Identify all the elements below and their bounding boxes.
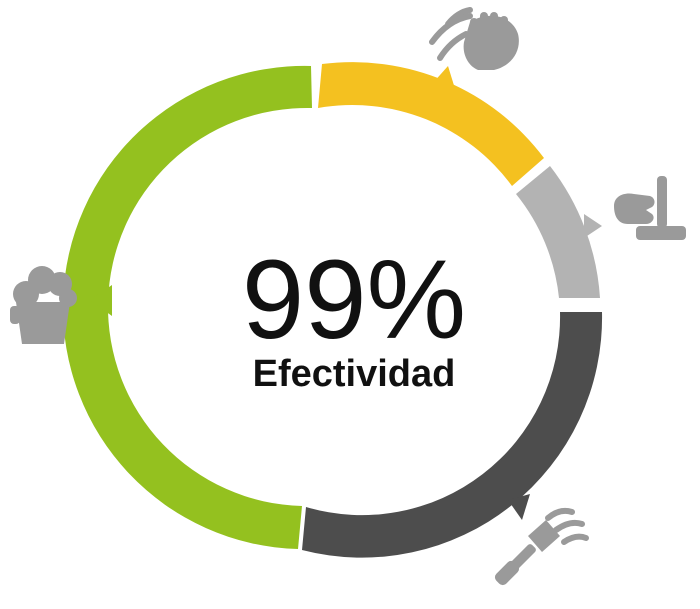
foam-bucket-icon xyxy=(10,266,77,344)
hand-wiping-icon xyxy=(429,7,519,70)
scraper-icon xyxy=(494,507,589,586)
segment-foam-step xyxy=(62,65,312,550)
cycle-ring xyxy=(62,62,603,558)
effectiveness-label: Efectividad xyxy=(253,353,456,395)
effectiveness-percent: 99% xyxy=(242,237,466,362)
segment-mop-step xyxy=(516,166,600,298)
segment-scrape-step-arrow xyxy=(508,494,530,520)
segment-mop-step-arrow xyxy=(584,214,602,238)
mop-bucket-icon xyxy=(614,176,686,240)
segment-foam-step-arrow xyxy=(90,285,112,316)
segment-scrape-step xyxy=(302,312,603,558)
segment-wipe-step-arrow xyxy=(432,66,456,92)
segment-wipe-step xyxy=(318,62,544,187)
